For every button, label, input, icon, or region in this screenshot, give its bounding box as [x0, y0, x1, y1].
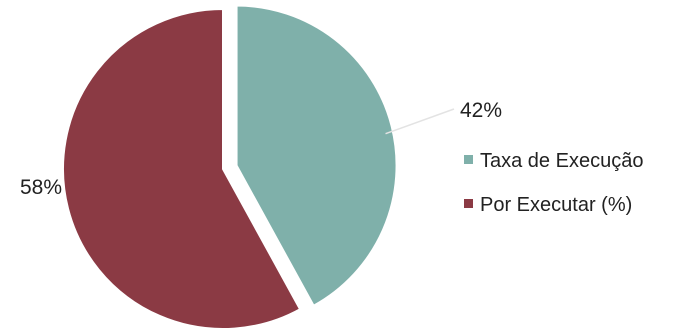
pie-slice-por-executar [62, 7, 302, 330]
label-leader-line [385, 108, 455, 135]
legend-label-por-executar: Por Executar (%) [480, 194, 632, 216]
legend-swatch-por-executar [464, 199, 473, 208]
legend-label-taxa-de-execucao: Taxa de Execução [480, 150, 643, 172]
pie-slice-taxa-de-execucao [235, 4, 398, 308]
pie-slices [62, 4, 398, 330]
legend-swatch-taxa-de-execucao [464, 155, 473, 164]
legend: Taxa de Execução Por Executar (%) [464, 150, 643, 216]
pie-labels: 42% 58% [20, 99, 502, 199]
data-label-taxa-de-execucao: 42% [460, 99, 502, 122]
data-label-por-executar: 58% [20, 176, 62, 199]
